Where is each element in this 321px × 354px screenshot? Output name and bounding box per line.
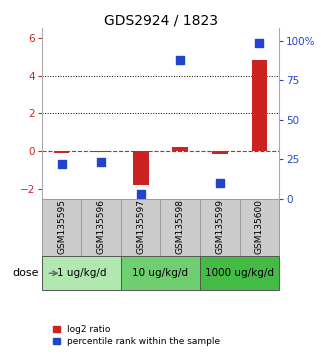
Text: GSM135600: GSM135600 (255, 199, 264, 254)
Bar (121, 199, 160, 256)
Bar (93, 151, 109, 152)
Bar (212, 151, 228, 154)
Text: GSM135595: GSM135595 (57, 199, 66, 254)
Text: 1 ug/kg/d: 1 ug/kg/d (56, 268, 106, 278)
Bar (160, 199, 200, 256)
Bar (121, 256, 200, 290)
Bar (42, 199, 81, 256)
Point (138, 191, 143, 197)
Bar (42, 256, 121, 290)
Point (99, 160, 104, 165)
Bar (252, 61, 267, 151)
Text: dose: dose (12, 268, 39, 278)
Point (178, 57, 183, 63)
Point (59, 161, 64, 167)
Bar (81, 199, 121, 256)
Bar (200, 256, 279, 290)
Bar (240, 199, 279, 256)
Text: GSM135597: GSM135597 (136, 199, 145, 254)
Text: GSM135598: GSM135598 (176, 199, 185, 254)
Bar (172, 147, 188, 151)
Text: 1000 ug/kg/d: 1000 ug/kg/d (205, 268, 274, 278)
Bar (200, 199, 240, 256)
Legend: log2 ratio, percentile rank within the sample: log2 ratio, percentile rank within the s… (53, 325, 220, 346)
Point (257, 40, 262, 45)
Text: 10 ug/kg/d: 10 ug/kg/d (133, 268, 188, 278)
Point (217, 180, 222, 185)
Text: GSM135599: GSM135599 (215, 199, 224, 254)
Bar (133, 151, 149, 185)
Text: GSM135596: GSM135596 (97, 199, 106, 254)
Title: GDS2924 / 1823: GDS2924 / 1823 (103, 13, 218, 27)
Bar (54, 151, 69, 153)
